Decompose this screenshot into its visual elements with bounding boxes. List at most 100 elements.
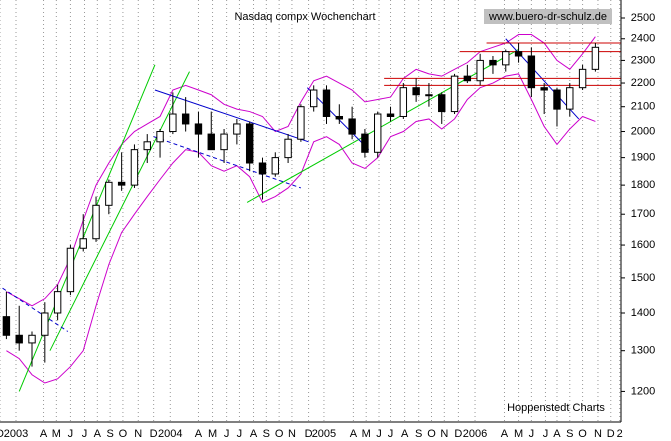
band-line: [6, 34, 596, 307]
x-tick-label: S: [566, 428, 573, 440]
candle-body: [258, 162, 267, 175]
candle-body: [527, 55, 536, 89]
x-tick-label: M: [514, 428, 523, 440]
watermark: www.buero-dr-schulz.de: [488, 11, 607, 23]
candle-body: [591, 46, 600, 70]
watermark-box: [484, 9, 612, 24]
candle-body: [578, 68, 587, 89]
candle-body: [361, 133, 369, 153]
chart-title: Nasdaq compx Wochenchart: [234, 11, 375, 23]
x-tick-label: D: [150, 428, 158, 440]
y-tick-label: 1400: [631, 307, 655, 319]
y-tick-label: 1700: [631, 208, 655, 220]
x-tick-label: N: [594, 428, 602, 440]
candle-body: [553, 89, 561, 110]
y-tick-label: 2300: [631, 54, 655, 66]
x-tick-label: 2005: [312, 428, 336, 440]
x-tick-label: A: [350, 428, 358, 440]
candle-body: [220, 133, 228, 151]
candle-body: [130, 149, 139, 186]
x-tick-label: A: [250, 428, 258, 440]
x-tick-label: O: [578, 428, 587, 440]
y-tick-label: 1200: [631, 385, 655, 397]
x-tick-label: D: [0, 428, 4, 440]
x-tick-label: O: [275, 428, 284, 440]
x-tick-label: 2: [617, 428, 623, 440]
x-tick-label: J: [376, 428, 382, 440]
y-tick-label: 2400: [631, 33, 655, 45]
plot-area: [0, 0, 621, 422]
x-tick-label: A: [195, 428, 203, 440]
x-tick-label: D: [607, 428, 615, 440]
x-tick-label: D: [305, 428, 313, 440]
candle-body: [310, 89, 318, 108]
x-tick-label: J: [388, 428, 394, 440]
candle-body: [2, 316, 11, 336]
candle-body: [143, 141, 151, 151]
candle-body: [156, 131, 164, 143]
x-tick-label: A: [401, 428, 409, 440]
trend-line: [18, 64, 156, 392]
trend-line: [246, 49, 519, 203]
trend-line: [154, 89, 309, 143]
candle-body: [514, 51, 523, 57]
x-tick-label: O: [427, 428, 436, 440]
candle-body: [476, 59, 484, 82]
candle-body: [450, 75, 459, 113]
x-tick-label: A: [501, 428, 509, 440]
y-tick-label: 2200: [631, 77, 655, 89]
x-tick-label: J: [237, 428, 243, 440]
candle-body: [348, 118, 356, 135]
x-tick-label: S: [415, 428, 422, 440]
candle-body: [245, 123, 254, 164]
y-tick-label: 2500: [631, 12, 655, 24]
candle-body: [335, 115, 344, 120]
x-tick-label: S: [263, 428, 270, 440]
x-tick-label: J: [224, 428, 230, 440]
x-tick-label: A: [94, 428, 102, 440]
candle-body: [15, 334, 23, 344]
source: Hoppenstedt Charts: [507, 402, 605, 414]
candle-body: [502, 51, 510, 66]
trend-line: [49, 71, 190, 351]
y-tick-label: 1800: [631, 179, 655, 191]
candle-body: [412, 87, 420, 96]
y-tick-label: 2100: [631, 101, 655, 113]
trend-line: [2, 287, 69, 332]
x-tick-label: 2003: [4, 428, 28, 440]
x-tick-label: D: [454, 428, 462, 440]
candle-body: [271, 157, 279, 175]
x-tick-label: 2006: [463, 428, 487, 440]
y-tick-label: 2000: [631, 125, 655, 137]
candle-body: [207, 133, 215, 151]
candle-body: [117, 181, 126, 186]
candle-body: [374, 113, 382, 153]
candle-body: [181, 113, 190, 125]
candle-body: [425, 94, 433, 97]
y-tick-label: 1500: [631, 272, 655, 284]
candle-body: [41, 312, 49, 336]
candle-body: [463, 75, 472, 82]
band-line: [6, 73, 596, 384]
candle-body: [105, 181, 113, 206]
candle-body: [194, 123, 203, 135]
x-tick-label: N: [440, 428, 448, 440]
candle-body: [284, 138, 292, 159]
candle-body: [386, 113, 395, 117]
x-tick-label: J: [68, 428, 74, 440]
x-tick-label: J: [82, 428, 88, 440]
candle-body: [66, 247, 75, 293]
candle-body: [540, 87, 548, 91]
x-tick-label: M: [208, 428, 217, 440]
x-tick-label: N: [134, 428, 142, 440]
candle-body: [169, 113, 177, 133]
candle-body: [233, 123, 241, 135]
x-tick-label: J: [529, 428, 535, 440]
y-tick-label: 1900: [631, 152, 655, 164]
candle-body: [489, 59, 497, 66]
x-tick-label: N: [288, 428, 296, 440]
y-tick-label: 1600: [631, 239, 655, 251]
x-tick-label: J: [543, 428, 549, 440]
